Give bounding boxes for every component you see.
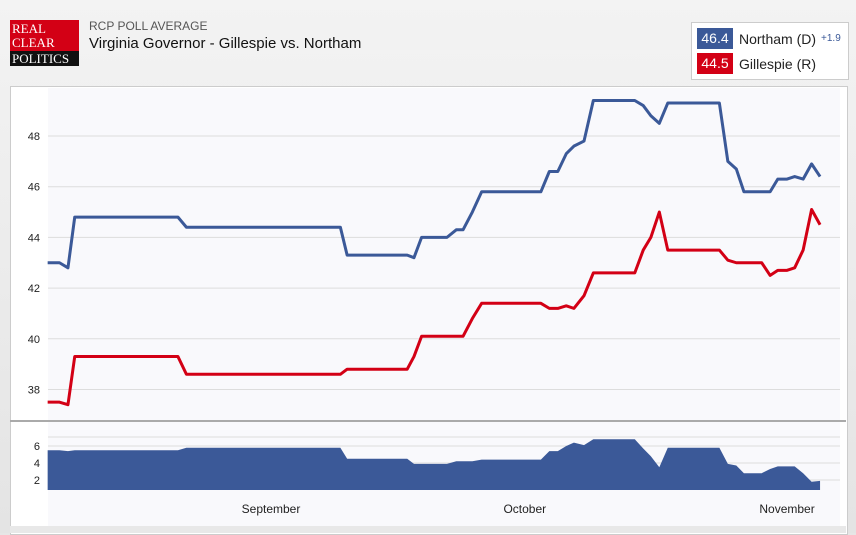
svg-text:REAL: REAL <box>12 21 46 36</box>
rcp-logo: REAL CLEAR POLITICS <box>10 20 79 66</box>
spread-tick-label: 2 <box>34 475 40 487</box>
y-tick-label: 40 <box>28 334 40 346</box>
y-tick-label: 38 <box>28 385 40 397</box>
y-tick-label: 42 <box>28 283 40 295</box>
legend-value: 46.4 <box>697 28 733 49</box>
spread-tick-label: 6 <box>34 441 40 453</box>
series-line-northam <box>47 99 822 270</box>
legend: 46.4 Northam (D) +1.9 44.5 Gillespie (R) <box>691 22 849 80</box>
legend-label: Northam (D) <box>739 30 817 47</box>
series-line-gillespie <box>47 208 822 407</box>
svg-text:POLITICS: POLITICS <box>12 51 69 66</box>
legend-item-northam[interactable]: 46.4 Northam (D) +1.9 <box>697 28 841 49</box>
x-tick-label: September <box>242 502 301 516</box>
y-tick-label: 48 <box>28 131 40 143</box>
legend-value: 44.5 <box>697 53 733 74</box>
chart-subtitle: RCP POLL AVERAGE <box>89 19 208 33</box>
y-tick-label: 46 <box>28 182 40 194</box>
legend-change: +1.9 <box>821 33 841 44</box>
legend-label: Gillespie (R) <box>739 55 817 72</box>
y-tick-label: 44 <box>28 232 40 244</box>
spread-area <box>47 439 821 490</box>
x-tick-label: October <box>503 502 546 516</box>
x-tick-label: November <box>759 502 814 516</box>
spread-tick-label: 4 <box>34 458 40 470</box>
legend-item-gillespie[interactable]: 44.5 Gillespie (R) <box>697 53 816 74</box>
range-toolbar <box>10 526 846 533</box>
svg-text:CLEAR: CLEAR <box>12 35 55 50</box>
chart-title: Virginia Governor - Gillespie vs. Northa… <box>89 35 362 52</box>
